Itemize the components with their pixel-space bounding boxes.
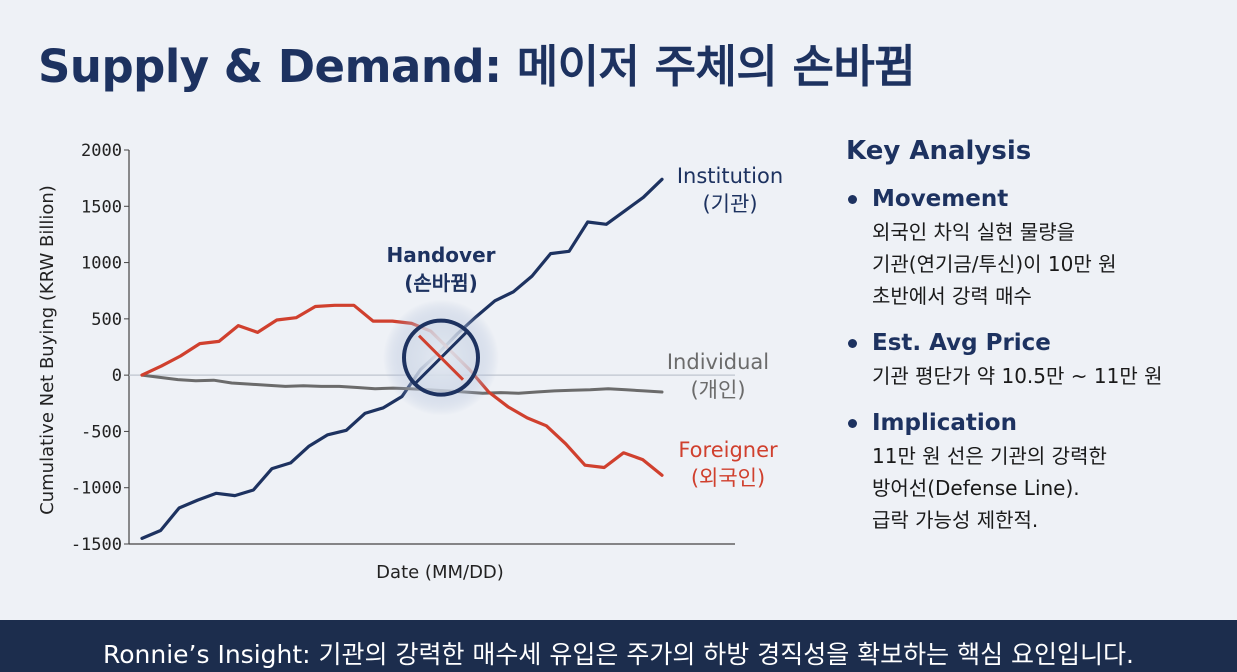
y-tick-label: 1500 <box>81 197 122 217</box>
insight-footer: Ronnie’s Insight: 기관의 강력한 매수세 유입은 주가의 하방… <box>0 620 1237 672</box>
series-label: (외국인) <box>691 466 765 490</box>
analysis-item-line: 급락 가능성 제한적. <box>872 508 1039 532</box>
y-tick-label: 500 <box>91 310 122 330</box>
analysis-item-line: 외국인 차익 실현 물량을 <box>872 220 1076 244</box>
analysis-item-avg-price: Est. Avg Price 기관 평단가 약 10.5만 ~ 11만 원 <box>846 330 1226 392</box>
series-label: Foreigner <box>678 438 778 462</box>
analysis-item-title: Movement <box>872 186 1009 212</box>
analysis-item-title: Implication <box>872 410 1017 436</box>
y-tick-label: -500 <box>81 422 122 442</box>
series-label: Institution <box>677 164 783 188</box>
y-axis-label: Cumulative Net Buying (KRW Billion) <box>37 185 58 515</box>
y-tick-label: 2000 <box>81 141 122 161</box>
y-tick-label: -1000 <box>71 479 122 499</box>
analysis-item-line: 초반에서 강력 매수 <box>872 284 1032 308</box>
x-axis-label: Date (MM/DD) <box>376 562 504 583</box>
analysis-item-line: 11만 원 선은 기관의 강력한 <box>872 444 1107 468</box>
insight-text: Ronnie’s Insight: 기관의 강력한 매수세 유입은 주가의 하방… <box>102 640 1135 669</box>
series-label: (개인) <box>690 378 745 402</box>
y-tick-label: 1000 <box>81 254 122 274</box>
page-title: Supply & Demand: 메이저 주체의 손바뀜 <box>38 40 916 93</box>
bullet-icon <box>848 339 857 348</box>
series-label: (기관) <box>702 192 757 216</box>
handover-label: Handover <box>387 243 496 267</box>
key-analysis-heading: Key Analysis <box>846 136 1032 166</box>
y-tick-label: 0 <box>112 366 122 386</box>
bullet-icon <box>848 195 857 204</box>
analysis-item-line: 기관 평단가 약 10.5만 ~ 11만 원 <box>872 364 1163 388</box>
handover-cross-line <box>417 334 465 381</box>
analysis-item-movement: Movement 외국인 차익 실현 물량을 기관(연기금/투신)이 10만 원… <box>846 186 1226 312</box>
analysis-item-title: Est. Avg Price <box>872 330 1051 356</box>
analysis-item-line: 방어선(Defense Line). <box>872 476 1080 500</box>
series-label: Individual <box>667 350 769 374</box>
key-analysis-panel: Key Analysis Movement 외국인 차익 실현 물량을 기관(연… <box>846 136 1226 554</box>
y-tick-label: -1500 <box>71 535 122 555</box>
analysis-item-line: 기관(연기금/투신)이 10만 원 <box>872 252 1117 276</box>
handover-label: (손바뀜) <box>404 271 477 295</box>
bullet-icon <box>848 419 857 428</box>
analysis-item-implication: Implication 11만 원 선은 기관의 강력한 방어선(Defense… <box>846 410 1226 536</box>
chart: 2000 1500 1000 500 0 -500 -1000 -1500 Instituti… <box>37 141 783 583</box>
